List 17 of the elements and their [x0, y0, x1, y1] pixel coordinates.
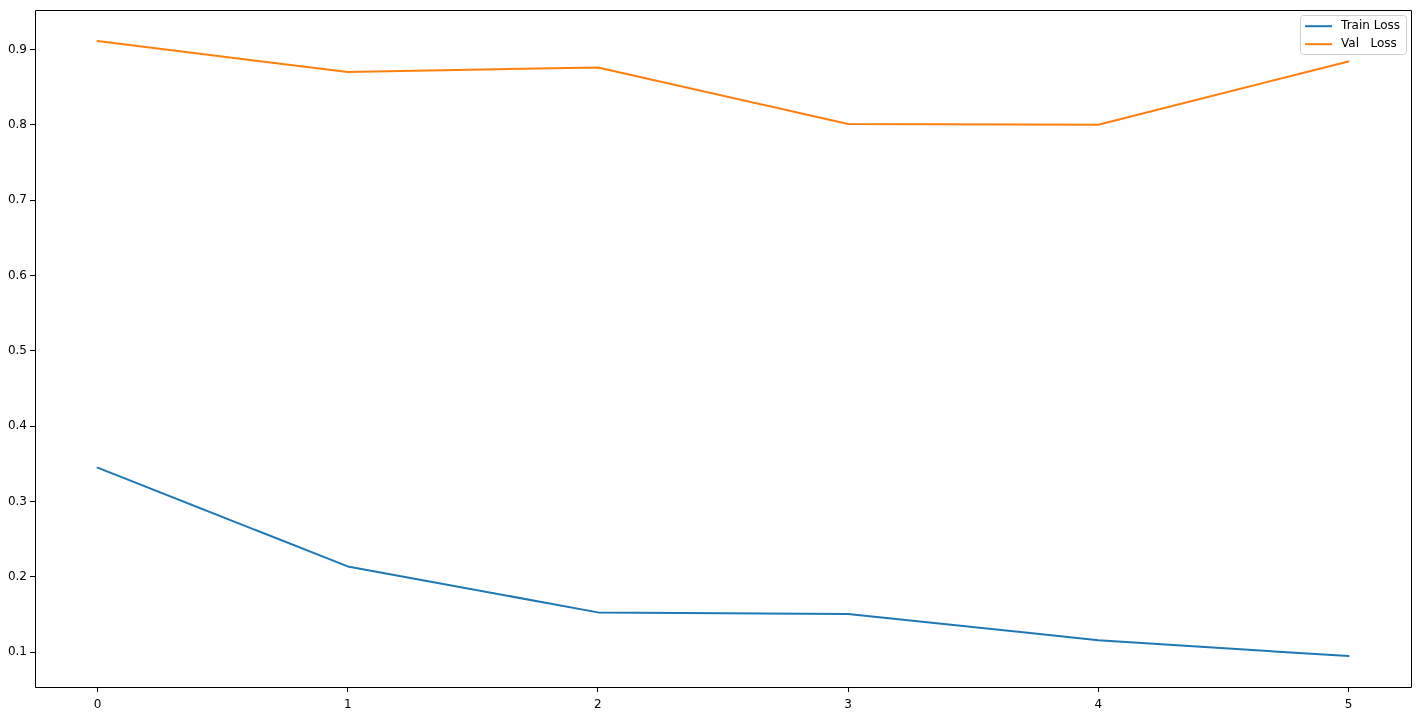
x-tick-label: 3 [844, 697, 852, 712]
x-tick-label: 1 [343, 697, 352, 712]
y-tick-label: 0.5 [7, 342, 27, 357]
x-tick-label: 5 [1344, 697, 1353, 712]
legend-label: Train Loss [1340, 18, 1401, 33]
y-tick-label: 0.6 [7, 267, 27, 282]
y-tick-label: 0.1 [7, 644, 27, 659]
x-tick-label: 2 [594, 697, 602, 712]
legend-label: Val Loss [1341, 36, 1397, 51]
y-tick-label: 0.7 [7, 192, 27, 207]
x-tick-label: 0 [93, 697, 102, 712]
y-tick-label: 0.4 [7, 418, 27, 433]
y-tick-label: 0.3 [7, 493, 27, 508]
x-tick-label: 4 [1094, 697, 1103, 712]
y-tick-label: 0.2 [7, 569, 27, 584]
y-tick-label: 0.9 [7, 41, 27, 56]
y-tick-label: 0.8 [7, 116, 27, 131]
